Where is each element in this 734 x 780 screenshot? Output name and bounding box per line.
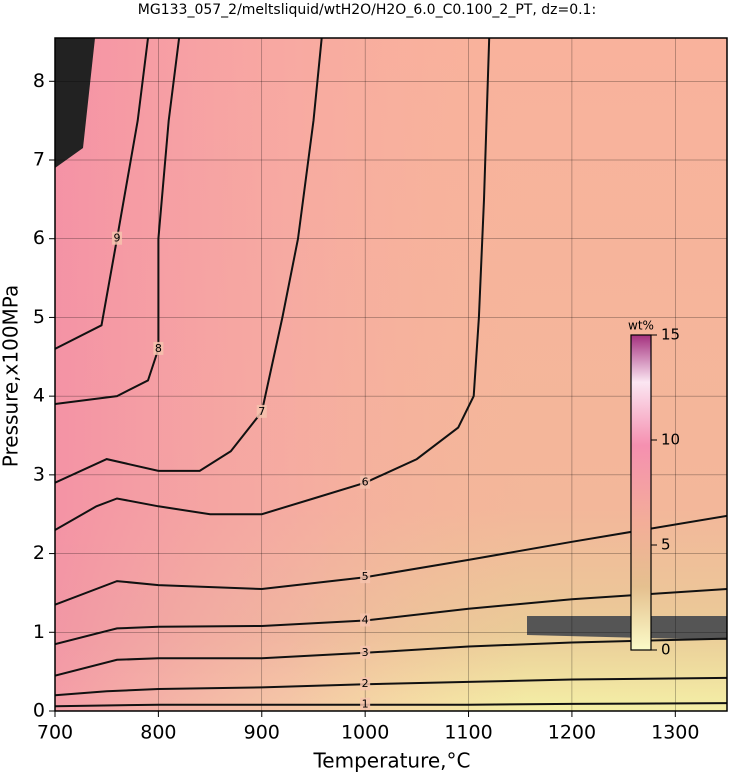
background-overlay bbox=[55, 38, 727, 711]
chart-title: MG133_057_2/meltsliquid/wtH2O/H2O_6.0_C0… bbox=[138, 2, 596, 18]
contour-label-bg bbox=[360, 475, 371, 489]
x-tick-label: 900 bbox=[244, 722, 280, 744]
x-axis-label: Temperature,°C bbox=[312, 749, 470, 773]
y-tick-label: 2 bbox=[33, 542, 45, 564]
x-tick-label: 1100 bbox=[444, 722, 492, 744]
contour-label: 5 bbox=[362, 570, 369, 583]
dark-region bbox=[55, 38, 95, 168]
x-tick-label: 800 bbox=[140, 722, 176, 744]
y-tick-label: 4 bbox=[33, 385, 45, 407]
contour-label-bg bbox=[360, 613, 371, 627]
x-tick-label: 1200 bbox=[548, 722, 596, 744]
contour-label: 1 bbox=[362, 698, 369, 711]
contour-label: 4 bbox=[362, 613, 369, 626]
y-tick-label: 3 bbox=[33, 463, 45, 485]
contour-label-bg bbox=[153, 341, 164, 355]
y-tick-label: 8 bbox=[33, 70, 45, 92]
y-tick-label: 7 bbox=[33, 149, 45, 171]
contour-label-bg bbox=[360, 570, 371, 584]
contour-label: 6 bbox=[362, 476, 369, 489]
contour-label-bg bbox=[112, 231, 123, 245]
contour-label-bg bbox=[360, 677, 371, 691]
contour-line bbox=[55, 588, 727, 646]
contour-label: 3 bbox=[362, 646, 369, 659]
contour-label: 7 bbox=[258, 405, 265, 418]
contour-line bbox=[55, 38, 323, 484]
y-axis-label: Pressure,x100MPa bbox=[0, 285, 23, 467]
colorbar-tick-label: 5 bbox=[661, 536, 671, 554]
contour-label: 2 bbox=[362, 677, 369, 690]
colorbar-label: wt% bbox=[628, 319, 654, 333]
contour-line bbox=[55, 514, 727, 606]
contour-label: 8 bbox=[155, 342, 162, 355]
colorbar-tick-label: 15 bbox=[661, 326, 680, 344]
y-tick-label: 6 bbox=[33, 227, 45, 249]
x-tick-label: 1300 bbox=[651, 722, 699, 744]
colorbar-tick-label: 10 bbox=[661, 431, 680, 449]
contour-label-bg bbox=[256, 404, 267, 418]
contour-label: 9 bbox=[114, 232, 121, 245]
contour-line bbox=[55, 676, 727, 697]
y-tick-label: 5 bbox=[33, 306, 45, 328]
contour-label-bg bbox=[360, 697, 371, 711]
plot-area: 1 2 3 4 5 6 7 8 9 bbox=[55, 38, 727, 711]
colorbar-tick-label: 0 bbox=[661, 641, 671, 659]
y-tick-label: 1 bbox=[33, 621, 45, 643]
dark-patch bbox=[527, 616, 727, 640]
colorbar bbox=[630, 334, 652, 651]
contour-line bbox=[55, 38, 491, 531]
y-tick-label: 0 bbox=[33, 700, 45, 722]
x-tick-label: 700 bbox=[37, 722, 73, 744]
contour-line bbox=[55, 637, 727, 677]
contour-label-bg bbox=[360, 645, 371, 659]
x-tick-label: 1000 bbox=[341, 722, 389, 744]
plot-frame bbox=[54, 37, 728, 712]
